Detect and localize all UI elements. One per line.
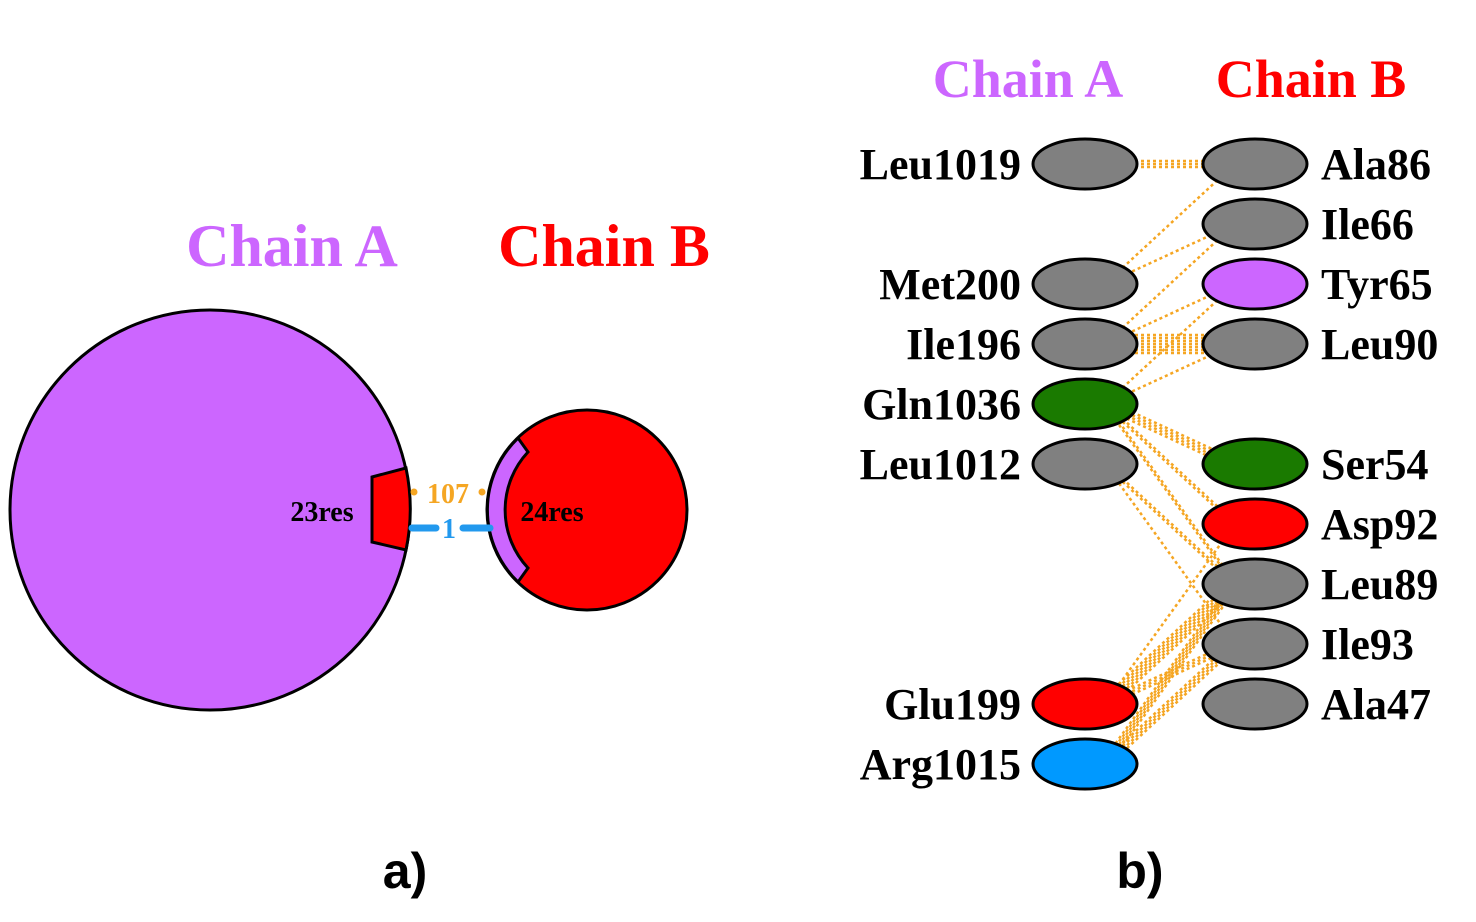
contact-strand [1103, 589, 1237, 771]
bond-dot-left [410, 488, 418, 496]
residue-label-asp92: Asp92 [1321, 500, 1438, 549]
residue-label-leu1012: Leu1012 [860, 440, 1021, 489]
salt-bridge-bond: 1 [408, 514, 494, 545]
panel-b: Chain A Chain B Leu1019 Met200 Ile196 Gln10… [860, 49, 1439, 899]
contact-strand [1103, 580, 1237, 762]
contact-strand [1103, 463, 1237, 645]
residue-label-met200: Met200 [879, 260, 1021, 309]
residue-label-ile196: Ile196 [906, 320, 1021, 369]
residue-node-ala47 [1201, 677, 1309, 731]
panel-b-chain-b-title: Chain B [1216, 49, 1407, 109]
contact-count-label: 107 [427, 479, 469, 510]
residue-node-glu199 [1031, 677, 1139, 731]
residue-label-tyr65: Tyr65 [1321, 260, 1433, 309]
chain-b-residue-count: 24res [520, 497, 583, 528]
residue-node-ala86 [1201, 137, 1309, 191]
contact-strand [1103, 404, 1237, 587]
contact-strand [1103, 523, 1237, 705]
residue-label-ala47: Ala47 [1321, 680, 1431, 729]
residue-node-arg1015 [1031, 737, 1139, 791]
residue-label-ala86: Ala86 [1321, 140, 1431, 189]
chain-b-interface-arc [485, 435, 530, 585]
bond-dot-right [478, 488, 486, 496]
residue-label-glu199: Glu199 [884, 680, 1021, 729]
contact-strand [1103, 401, 1237, 584]
residue-node-gln1036 [1031, 377, 1139, 431]
residue-node-ile66 [1201, 197, 1309, 251]
contact-bond: 107 [410, 479, 486, 510]
residue-node-met200 [1031, 257, 1139, 311]
residue-label-leu89: Leu89 [1321, 560, 1438, 609]
panel-a-caption: a) [383, 843, 427, 899]
residue-label-ser54: Ser54 [1321, 440, 1429, 489]
contact-strand [1103, 586, 1237, 768]
residue-label-leu90: Leu90 [1321, 320, 1438, 369]
contact-strand [1103, 577, 1237, 759]
residue-node-asp92 [1201, 497, 1309, 551]
residue-label-leu1019: Leu1019 [860, 140, 1021, 189]
chain-b-residues: Ala86 Ile66 Tyr65 Leu90 Ser54 Asp92 Leu89 Ile93… [1201, 137, 1438, 731]
panel-a: Chain A Chain B 107 1 23res 24res a) [8, 213, 710, 899]
chain-a-residue-count: 23res [290, 497, 353, 528]
panel-b-caption: b) [1116, 843, 1163, 899]
residue-node-ser54 [1201, 437, 1309, 491]
contact-Leu1012-Ile93 [1103, 463, 1237, 645]
residue-node-leu89 [1201, 557, 1309, 611]
chain-a-interface-wedge [370, 466, 412, 552]
panel-a-chain-b-title: Chain B [498, 213, 710, 279]
residue-node-ile93 [1201, 617, 1309, 671]
contact-Gln1036-Leu89 [1103, 401, 1237, 587]
contact-Glu199-Asp92 [1103, 523, 1237, 705]
contact-strand [1103, 583, 1237, 765]
residue-node-ile196 [1031, 317, 1139, 371]
residue-label-gln1036: Gln1036 [862, 380, 1021, 429]
residue-node-tyr65 [1201, 257, 1309, 311]
residue-label-ile93: Ile93 [1321, 620, 1414, 669]
chain-a-residues: Leu1019 Met200 Ile196 Gln1036 Leu1012 Glu199 A… [860, 137, 1139, 791]
salt-bridge-count-label: 1 [442, 514, 456, 545]
residue-label-ile66: Ile66 [1321, 200, 1414, 249]
residue-node-leu1012 [1031, 437, 1139, 491]
residue-label-arg1015: Arg1015 [860, 740, 1021, 789]
residue-node-leu90 [1201, 317, 1309, 371]
panel-b-chain-a-title: Chain A [933, 49, 1124, 109]
panel-a-chain-a-title: Chain A [186, 213, 398, 279]
residue-node-leu1019 [1031, 137, 1139, 191]
contact-Arg1015-Leu89 [1103, 577, 1237, 771]
